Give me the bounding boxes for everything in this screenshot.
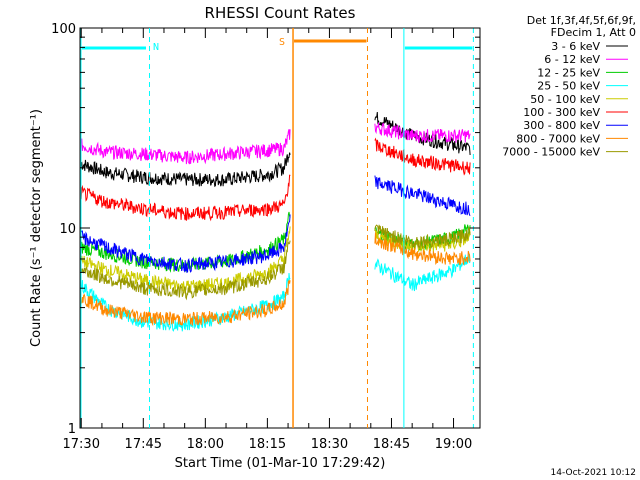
plot-frame: [79, 27, 481, 429]
series-line-8: [80, 224, 471, 301]
footer-date: 14-Oct-2021 10:12: [551, 468, 636, 478]
x-tick-label-2: 18:00: [187, 437, 224, 452]
x-tick-label-6: 19:00: [435, 437, 472, 452]
legend-label-8: 7000 - 15000 keV: [502, 146, 600, 159]
x-tick-label-0: 17:30: [63, 437, 100, 452]
y-tick-label-2: 100: [51, 22, 76, 37]
series-line-5: [80, 137, 471, 222]
x-tick-label-3: 18:15: [249, 437, 286, 452]
legend-header-0: Det 1f,3f,4f,5f,6f,9f,: [527, 14, 636, 27]
legend-label-4: 50 - 100 keV: [530, 93, 600, 106]
x-tick-label-5: 18:45: [373, 437, 410, 452]
legend-label-5: 100 - 300 keV: [523, 106, 600, 119]
x-tick-label-1: 17:45: [125, 437, 162, 452]
legend-label-3: 25 - 50 keV: [537, 80, 600, 93]
legend-label-1: 6 - 12 keV: [544, 53, 600, 66]
legend-header-1: FDecim 1, Att 0: [551, 26, 636, 39]
legend-label-0: 3 - 6 keV: [551, 40, 600, 53]
series-line-1: [80, 122, 471, 165]
saa-label: S: [279, 37, 285, 48]
x-tick-label-4: 18:30: [311, 437, 348, 452]
legend-label-6: 300 - 800 keV: [523, 119, 600, 132]
series-line-7: [80, 232, 471, 327]
y-tick-label-0: 1: [68, 422, 76, 437]
night-label: N: [153, 42, 159, 53]
y-axis-label: Count Rate (s⁻¹ detector segment⁻¹): [29, 109, 44, 347]
series-line-6: [80, 175, 471, 274]
legend-label-2: 12 - 25 keV: [537, 66, 600, 79]
chart-title: RHESSI Count Rates: [205, 4, 356, 22]
x-axis-label: Start Time (01-Mar-10 17:29:42): [175, 456, 386, 471]
legend-label-7: 800 - 7000 keV: [516, 132, 600, 145]
y-tick-label-1: 10: [59, 222, 76, 237]
